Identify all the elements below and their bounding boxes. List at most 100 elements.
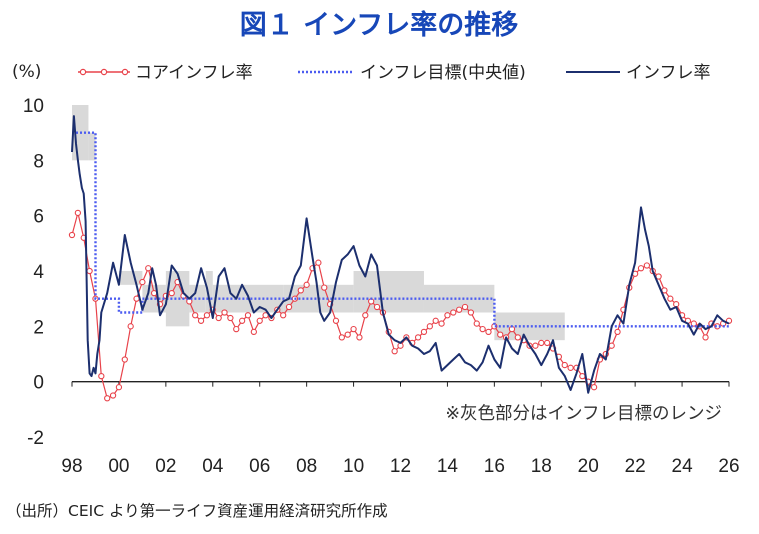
core-inflation-point [444, 312, 451, 319]
core-inflation-point [414, 334, 422, 341]
source-note: （出所）CEIC より第一ライフ資産運用経済研究所作成 [6, 502, 388, 520]
core-inflation-point [74, 209, 82, 217]
y-tick-label-6: -2 [27, 428, 44, 449]
x-tick-label-1: 00 [108, 456, 129, 477]
core-inflation-point [109, 392, 117, 399]
series-layer [68, 115, 733, 402]
legend-core-marker-2 [100, 68, 108, 76]
y-tick-label-1: 8 [33, 151, 44, 172]
core-inflation-point [362, 312, 369, 319]
target-median-line [72, 131, 729, 328]
core-inflation-point [514, 334, 521, 341]
legend-headline-label: インフレ率 [626, 63, 711, 83]
x-tick-label-11: 20 [578, 456, 599, 477]
core-inflation-point [373, 303, 381, 311]
core-inflation-point [690, 320, 697, 327]
core-inflation-point [104, 395, 111, 402]
core-inflation-point [244, 312, 252, 319]
core-inflation-point [637, 265, 645, 272]
core-inflation-point [461, 303, 469, 311]
core-inflation-point [127, 323, 134, 330]
legend-core-label: コアインフレ率 [135, 63, 253, 83]
target-band-1 [88, 132, 96, 161]
x-tick-label-6: 10 [343, 456, 364, 477]
core-inflation-point [450, 309, 457, 316]
x-tick-label-8: 14 [437, 456, 459, 477]
core-inflation-point [221, 309, 228, 316]
x-tick-label-10: 18 [531, 456, 552, 477]
x-tick-label-12: 22 [625, 456, 646, 477]
core-inflation-point [456, 306, 463, 313]
axis-layer [71, 381, 730, 387]
core-inflation-point [233, 325, 240, 333]
core-inflation-point [197, 317, 205, 324]
core-inflation-point [467, 309, 475, 316]
x-tick-label-13: 24 [672, 456, 694, 477]
core-inflation-point [485, 328, 492, 336]
y-tick-label-0: 10 [23, 96, 44, 117]
chart-title: 図１ インフレ率の推移 [240, 9, 519, 41]
x-tick-label-5: 08 [296, 456, 317, 477]
core-inflation-point [86, 267, 93, 275]
core-inflation-point [321, 284, 328, 291]
core-inflation-point [420, 328, 428, 336]
core-inflation-point [567, 364, 574, 371]
y-tick-label-3: 4 [33, 262, 44, 283]
core-inflation-point [391, 348, 398, 355]
core-inflation-point [280, 312, 287, 319]
range-note: ※灰色部分はインフレ目標のレンジ [445, 404, 722, 424]
core-inflation-point [250, 328, 257, 336]
target-band-4 [165, 271, 190, 327]
core-inflation-point [98, 372, 105, 380]
core-inflation-point [608, 342, 615, 349]
core-inflation-point [590, 384, 598, 391]
x-tick-label-9: 16 [484, 456, 505, 477]
target-band-9 [353, 271, 424, 313]
core-inflation-point [121, 356, 128, 363]
core-inflation-point [332, 317, 340, 324]
target-band-2 [118, 271, 143, 285]
core-inflation-point [238, 317, 246, 324]
core-inflation-point [350, 325, 357, 333]
core-inflation-point [344, 331, 351, 338]
core-inflation-point [497, 331, 504, 338]
core-inflation-point [356, 334, 363, 341]
core-inflation-point [139, 278, 146, 286]
x-tick-label-3: 04 [202, 456, 224, 477]
x-tick-label-0: 98 [61, 456, 82, 477]
core-inflation-point [667, 295, 674, 302]
y-tick-label-4: 2 [33, 317, 44, 338]
core-inflation-point [315, 259, 322, 266]
target-band-6 [205, 271, 213, 313]
y-unit-label: (%) [12, 62, 41, 82]
core-inflation-point [192, 312, 199, 319]
core-inflation-point [702, 334, 709, 341]
core-inflation-point [561, 361, 568, 369]
legend-core-marker-1 [79, 68, 87, 76]
core-inflation-point [479, 325, 486, 333]
core-inflation-point [115, 384, 123, 391]
x-tick-label-2: 02 [155, 456, 176, 477]
core-inflation-point [538, 339, 545, 347]
core-inflation-point [145, 265, 152, 272]
x-tick-label-7: 12 [390, 456, 411, 477]
core-inflation-point [438, 320, 445, 327]
core-inflation-point [203, 312, 211, 319]
headline-inflation-line [71, 115, 730, 394]
core-inflation-point [303, 281, 310, 288]
core-inflation-point [215, 314, 222, 322]
core-inflation-point [532, 342, 539, 349]
y-tick-label-5: 0 [33, 373, 44, 394]
core-inflation-point [256, 317, 263, 324]
core-inflation-point [544, 339, 551, 347]
target-band-5 [189, 284, 206, 313]
core-inflation-point [262, 312, 269, 319]
core-inflation-point [168, 289, 175, 297]
core-inflation-point [432, 317, 439, 324]
core-inflation-point [285, 303, 293, 311]
legend-target-label: インフレ目標(中央値) [360, 63, 526, 83]
core-inflation-point [68, 231, 76, 239]
legend: (%) コアインフレ率 インフレ目標(中央値) インフレ率 [12, 62, 711, 83]
